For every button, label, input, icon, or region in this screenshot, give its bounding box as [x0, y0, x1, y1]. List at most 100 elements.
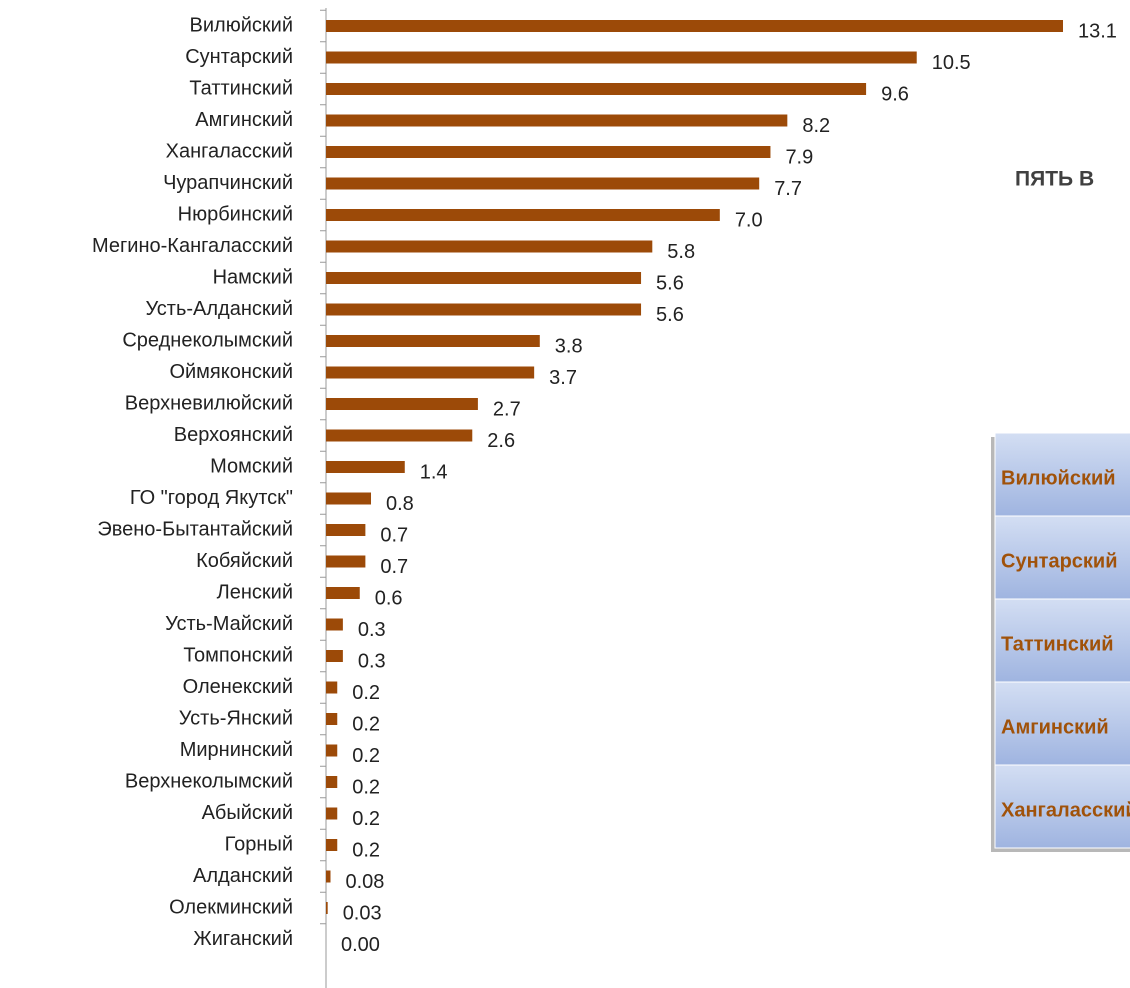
y-tick-label: Алданский: [193, 865, 293, 887]
y-tick-label: Томпонский: [183, 644, 293, 666]
y-tick-label: Таттинский: [189, 77, 293, 99]
panel: Вилюйский Сунтарский Таттинский Амгинский Ха…: [991, 432, 1130, 852]
data-label: 8.2: [802, 115, 830, 137]
data-label: 7.7: [774, 178, 802, 200]
data-label: 0.7: [380, 524, 408, 546]
y-tick-label: Верхоянский: [174, 424, 293, 446]
bar: [326, 177, 760, 190]
bar: [326, 492, 372, 505]
y-tick-label: Оймяконский: [169, 361, 293, 383]
data-label: 0.6: [375, 587, 403, 609]
bar: [326, 555, 366, 568]
data-label: 0.3: [358, 650, 386, 672]
panel-row: [994, 681, 1130, 766]
bar: [326, 618, 343, 631]
data-label: 0.2: [352, 776, 380, 798]
bar: [326, 902, 328, 914]
data-label: 1.4: [420, 461, 448, 483]
y-tick-label: Кобяйский: [196, 550, 293, 572]
data-label: 0.2: [352, 682, 380, 704]
panel-row-label: Сунтарский: [1001, 550, 1118, 572]
y-tick-label: Олекминский: [169, 896, 293, 918]
y-tick-label: Усть-Янский: [179, 707, 293, 729]
data-label: 0.03: [343, 902, 382, 924]
data-label: 5.6: [656, 272, 684, 294]
data-label: 5.6: [656, 304, 684, 326]
data-label: 0.00: [341, 934, 380, 956]
data-label: 0.8: [386, 493, 414, 515]
data-label: 9.6: [881, 83, 909, 105]
bar: [326, 681, 338, 694]
panel-row: [994, 764, 1130, 849]
panel-row-label: Вилюйский: [1001, 467, 1116, 489]
y-tick-label: Хангаласский: [166, 140, 293, 162]
data-label: 0.2: [352, 808, 380, 830]
y-tick-label: Верхнеколымский: [125, 770, 293, 792]
bar: [326, 51, 917, 64]
y-tick-label: Верхневилюйский: [125, 392, 293, 414]
data-label: 10.5: [932, 52, 971, 74]
bar: [326, 807, 338, 820]
panel-row: [994, 515, 1130, 600]
data-label: 0.08: [346, 871, 385, 893]
bar: [326, 335, 540, 347]
y-tick-label: Абыйский: [202, 802, 293, 824]
data-label: 2.6: [487, 430, 515, 452]
bar: [326, 20, 1063, 32]
bar: [326, 776, 338, 788]
bar: [326, 870, 331, 883]
y-tick-label: Усть-Майский: [165, 613, 293, 635]
bar: [326, 713, 338, 725]
bar: [326, 209, 720, 221]
bar: [326, 303, 642, 316]
y-tick-label: Горный: [225, 833, 293, 855]
y-tick-label: Усть-Алданский: [145, 298, 293, 320]
bar: [326, 744, 338, 757]
data-label: 0.7: [380, 556, 408, 578]
panel-title: ПЯТЬ В: [1015, 168, 1094, 191]
y-tick-label: ГО "город Якутск": [130, 487, 293, 509]
y-tick-label: Сунтарский: [185, 46, 293, 68]
bar: [326, 587, 360, 599]
y-tick-label: Нюрбинский: [178, 203, 293, 225]
bar: [326, 146, 771, 158]
y-tick-label: Намский: [213, 266, 293, 288]
y-tick-label: Жиганский: [193, 928, 293, 950]
y-tick-label: Мирнинский: [180, 739, 293, 761]
bar: [326, 366, 535, 379]
panel-row-label: Хангаласский: [1001, 799, 1130, 821]
data-label: 2.7: [493, 398, 521, 420]
bar: [326, 398, 478, 410]
data-label: 7.9: [785, 146, 813, 168]
y-tick-label: Среднеколымский: [122, 329, 293, 351]
y-tick-label: Амгинский: [195, 109, 293, 131]
data-label: 13.1: [1078, 20, 1117, 42]
bar: [326, 650, 343, 662]
panel-row: [994, 432, 1130, 517]
bar: [326, 524, 366, 536]
panel-row-label: Таттинский: [1001, 633, 1114, 655]
bar: [326, 114, 788, 127]
data-label: 3.7: [549, 367, 577, 389]
bar: [326, 240, 653, 253]
data-label: 7.0: [735, 209, 763, 231]
bar: [326, 272, 642, 284]
y-tick-label: Чурапчинский: [163, 172, 293, 194]
panel-row: [994, 598, 1130, 683]
bar: [326, 83, 867, 95]
data-label: 0.2: [352, 745, 380, 767]
bar: [326, 429, 473, 442]
y-tick-label: Мегино-Кангаласский: [92, 235, 293, 257]
y-tick-label: Ленский: [217, 581, 293, 603]
data-label: 0.2: [352, 839, 380, 861]
data-label: 3.8: [555, 335, 583, 357]
panel-row-label: Амгинский: [1001, 716, 1109, 738]
y-tick-label: Вилюйский: [190, 14, 293, 36]
y-tick-label: Оленекский: [183, 676, 293, 698]
data-label: 0.2: [352, 713, 380, 735]
bar: [326, 839, 338, 851]
data-label: 0.3: [358, 619, 386, 641]
y-tick-label: Эвено-Бытантайский: [97, 518, 293, 540]
data-label: 5.8: [667, 241, 695, 263]
